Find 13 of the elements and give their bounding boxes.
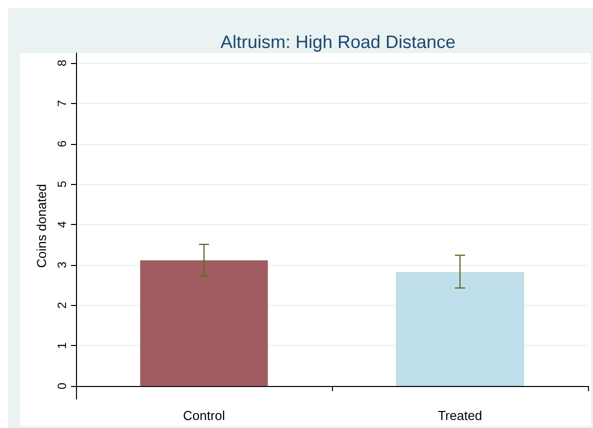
y-tick-label: 3 [55,261,69,268]
y-tick-label: 0 [55,382,69,390]
y-tick-label: 2 [55,302,69,309]
x-tick-label: Control [183,408,226,423]
y-tick-label: 7 [55,100,69,107]
chart-title: Altruism: High Road Distance [220,32,456,52]
y-tick-label: 4 [55,220,69,228]
x-tick-label: Treated [438,408,482,423]
y-axis-title: Coins donated [34,184,49,268]
y-tick-label: 6 [55,140,69,148]
y-tick-label: 8 [55,59,69,66]
y-tick-label: 5 [55,180,69,188]
y-tick-label: 1 [55,342,69,350]
